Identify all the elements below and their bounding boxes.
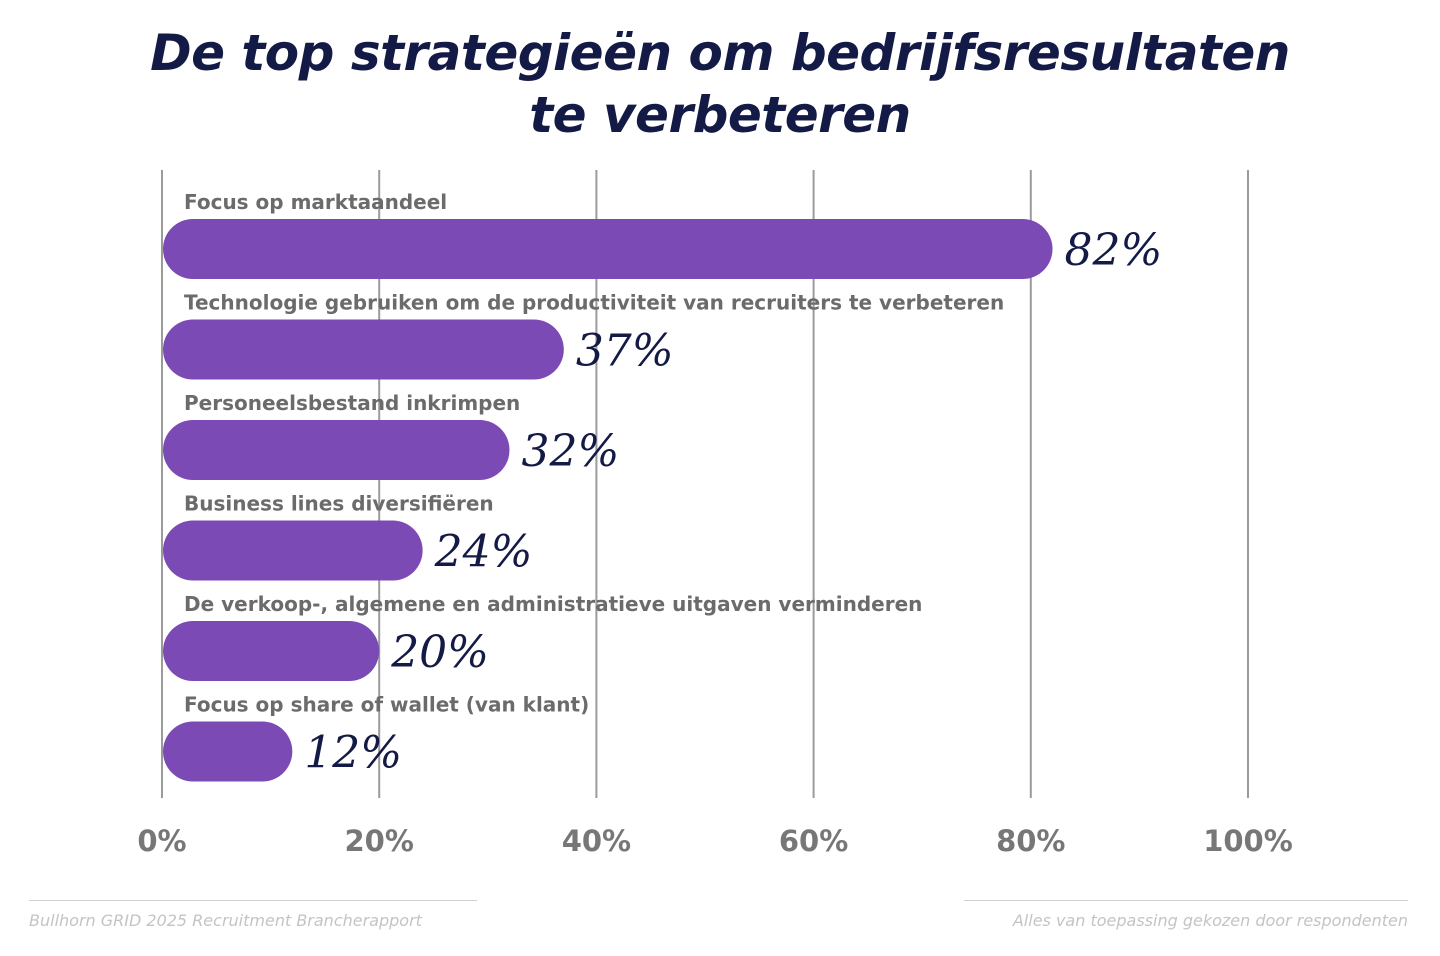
x-tick-label: 80% xyxy=(996,824,1065,858)
category-label: Business lines diversifiëren xyxy=(184,492,494,516)
category-label: De verkoop-, algemene en administratieve… xyxy=(184,592,922,616)
x-tick-label: 40% xyxy=(562,824,631,858)
bar xyxy=(163,319,564,380)
x-tick-label: 100% xyxy=(1203,824,1293,858)
bar xyxy=(163,721,293,782)
value-label: 24% xyxy=(434,527,533,578)
value-label: 82% xyxy=(1065,225,1163,276)
bar xyxy=(163,420,510,480)
value-label: 20% xyxy=(390,627,489,678)
category-label: Focus op share of wallet (van klant) xyxy=(184,693,589,717)
chart-title: De top strategieën om bedrijfsresultaten… xyxy=(0,22,1440,146)
bar xyxy=(163,219,1053,279)
category-label: Focus op marktaandeel xyxy=(184,190,447,214)
category-label: Technologie gebruiken om de productivite… xyxy=(184,291,1004,315)
x-tick-label: 20% xyxy=(344,824,413,858)
footer-source: Bullhorn GRID 2025 Recruitment Branchera… xyxy=(29,911,422,930)
value-label: 32% xyxy=(522,426,620,477)
chart-title-line-2: te verbeteren xyxy=(529,86,911,144)
chart-title-line-1: De top strategieën om bedrijfsresultaten xyxy=(150,24,1290,82)
x-tick-label: 0% xyxy=(137,824,186,858)
footer-note: Alles van toepassing gekozen door respon… xyxy=(1012,911,1408,930)
bar xyxy=(163,621,380,681)
value-label: 37% xyxy=(576,326,674,377)
bar xyxy=(163,520,423,581)
footer-left-rule xyxy=(29,900,477,901)
category-label: Personeelsbestand inkrimpen xyxy=(184,391,520,415)
x-tick-label: 60% xyxy=(779,824,848,858)
value-label: 12% xyxy=(304,728,402,779)
footer-right-rule xyxy=(964,900,1408,901)
